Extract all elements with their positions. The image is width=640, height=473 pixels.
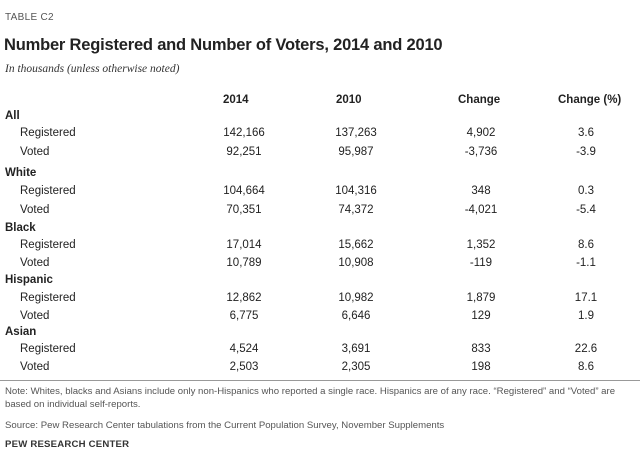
table-cell: -1.1: [576, 257, 596, 269]
table-cell: 129: [471, 310, 491, 322]
table-cell: 137,263: [335, 127, 377, 139]
table-cell: 15,662: [338, 239, 374, 251]
table-cell: 198: [471, 361, 491, 373]
row-label: Registered: [20, 185, 76, 197]
table-cell: 6,775: [229, 310, 259, 322]
table-cell: 17,014: [226, 239, 262, 251]
table-cell: 104,316: [335, 185, 377, 197]
group-label: Asian: [5, 326, 37, 338]
table-cell: 8.6: [578, 239, 594, 251]
group-label: All: [5, 110, 20, 122]
table-cell: 22.6: [574, 343, 598, 355]
column-header-2010: 2010: [336, 94, 362, 106]
table-cell: -3,736: [464, 146, 498, 158]
source-line: Source: Pew Research Center tabulations …: [5, 420, 445, 431]
row-label: Voted: [20, 361, 50, 373]
table-cell: 74,372: [338, 204, 374, 216]
table-title: Number Registered and Number of Voters, …: [4, 36, 443, 54]
table-cell: -5.4: [576, 204, 596, 216]
group-label: White: [5, 167, 37, 179]
table-cell: 6,646: [341, 310, 371, 322]
row-label: Registered: [20, 343, 76, 355]
table-cell: 0.3: [578, 185, 594, 197]
column-header-change-pct: Change (%): [558, 94, 622, 106]
table-cell: 1,352: [466, 239, 496, 251]
table-cell: 70,351: [226, 204, 262, 216]
table-cell: 833: [471, 343, 491, 355]
column-header-change: Change: [458, 94, 501, 106]
footnote: Note: Whites, blacks and Asians include …: [5, 386, 616, 410]
table-cell: 10,908: [338, 257, 374, 269]
footer-divider: [0, 380, 640, 381]
table-cell: 2,305: [341, 361, 371, 373]
table-cell: 3.6: [578, 127, 594, 139]
table-cell: 4,524: [229, 343, 259, 355]
row-label: Registered: [20, 127, 76, 139]
row-label: Voted: [20, 310, 50, 322]
table-cell: 12,862: [226, 292, 262, 304]
table-cell: 4,902: [466, 127, 496, 139]
group-label: Black: [5, 222, 36, 234]
row-label: Voted: [20, 257, 50, 269]
group-label: Hispanic: [5, 274, 53, 286]
row-label: Registered: [20, 292, 76, 304]
table-cell: 95,987: [338, 146, 374, 158]
table-cell: 104,664: [223, 185, 265, 197]
table-cell: -3.9: [576, 146, 596, 158]
table-cell: -4,021: [464, 204, 498, 216]
table-cell: 10,982: [338, 292, 374, 304]
row-label: Voted: [20, 146, 50, 158]
column-header-2014: 2014: [223, 94, 249, 106]
table-cell: 1,879: [466, 292, 496, 304]
table-cell: 17.1: [574, 292, 598, 304]
table-cell: 3,691: [341, 343, 371, 355]
table-cell: 10,789: [226, 257, 262, 269]
table-cell: 142,166: [223, 127, 265, 139]
row-label: Voted: [20, 204, 50, 216]
table-cell: 2,503: [229, 361, 259, 373]
table-cell: 92,251: [226, 146, 262, 158]
table-cell: 348: [471, 185, 491, 197]
credit-line: PEW RESEARCH CENTER: [5, 439, 130, 450]
table-cell: -119: [469, 257, 493, 269]
table-cell: 1.9: [578, 310, 594, 322]
table-label: TABLE C2: [5, 12, 54, 23]
table-subtitle: In thousands (unless otherwise noted): [5, 63, 180, 75]
table-cell: 8.6: [578, 361, 594, 373]
row-label: Registered: [20, 239, 76, 251]
